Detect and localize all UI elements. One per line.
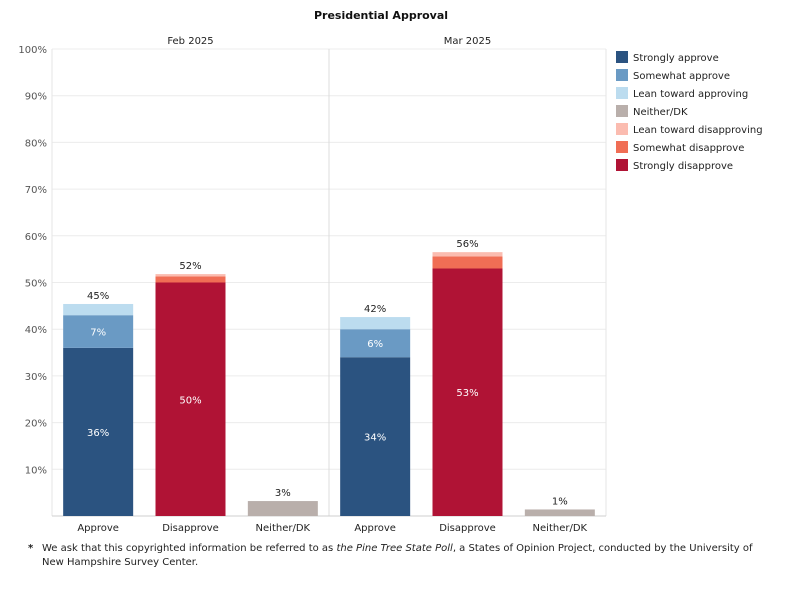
bar-segment [340, 329, 411, 358]
bar-total-label: 1% [552, 496, 568, 507]
legend-label: Lean toward approving [633, 89, 748, 100]
legend-swatch [616, 105, 628, 117]
y-tick-label: 40% [25, 325, 47, 336]
bar-segment [340, 357, 411, 516]
chart: Presidential Approval Feb 2025 Mar 2025 10%… [18, 9, 763, 534]
legend-label: Strongly disapprove [633, 161, 733, 172]
bar-segment [155, 276, 226, 283]
bar-segment [63, 347, 134, 516]
bar-total-label: 42% [364, 304, 386, 315]
legend-swatch [616, 51, 628, 63]
legend-label: Strongly approve [633, 53, 719, 64]
bar-segment [155, 274, 226, 277]
y-tick-label: 50% [25, 279, 47, 290]
chart-title: Presidential Approval [314, 9, 448, 22]
x-tick-label: Approve [77, 523, 119, 534]
segment-label: 6% [367, 339, 383, 350]
poll-name: the Pine Tree State Poll [336, 543, 453, 554]
bar-segment [432, 252, 503, 257]
y-tick-label: 90% [25, 92, 47, 103]
footnote-marker: * [28, 543, 34, 554]
segment-label: 50% [179, 395, 201, 406]
legend-label: Somewhat approve [633, 71, 730, 82]
bar-segment [155, 282, 226, 516]
x-tick-label: Approve [354, 523, 396, 534]
x-tick-label: Disapprove [439, 523, 496, 534]
legend-label: Somewhat disapprove [633, 143, 744, 154]
bar-total-label: 52% [179, 261, 201, 272]
legend-label: Neither/DK [633, 107, 688, 118]
bar-segment [432, 268, 503, 516]
bar-total-label: 3% [275, 488, 291, 499]
bar-segment [247, 501, 318, 516]
legend-label: Lean toward disapproving [633, 125, 763, 136]
legend-swatch [616, 141, 628, 153]
x-tick-label: Neither/DK [533, 523, 588, 534]
panel-header: Feb 2025 [167, 36, 213, 47]
legend-swatch [616, 123, 628, 135]
y-tick-label: 60% [25, 232, 47, 243]
y-tick-label: 80% [25, 138, 47, 149]
segment-label: 34% [364, 433, 386, 444]
bar-segment [432, 256, 503, 269]
x-tick-label: Neither/DK [256, 523, 311, 534]
y-tick-label: 70% [25, 185, 47, 196]
legend-swatch [616, 87, 628, 99]
bar-total-label: 45% [87, 291, 109, 302]
segment-label: 36% [87, 428, 109, 439]
y-tick-label: 20% [25, 419, 47, 430]
bar-segment [63, 303, 134, 316]
bar-total-label: 56% [456, 239, 478, 250]
segment-label: 7% [90, 328, 106, 339]
legend-swatch [616, 69, 628, 81]
x-tick-label: Disapprove [162, 523, 219, 534]
footnote-text: We ask that this copyrighted information… [42, 542, 762, 570]
legend-swatch [616, 159, 628, 171]
y-tick-label: 100% [18, 45, 47, 56]
bar-segment [340, 317, 411, 330]
panel-header: Mar 2025 [444, 36, 492, 47]
y-tick-label: 30% [25, 372, 47, 383]
footnote-text-after: , a States of Opinion Project, conducted… [42, 543, 753, 568]
bar-segment [63, 315, 134, 348]
footnote-text-before: We ask that this copyrighted information… [42, 543, 337, 554]
bar-segment [524, 509, 595, 516]
y-tick-label: 10% [25, 465, 47, 476]
segment-label: 53% [456, 388, 478, 399]
